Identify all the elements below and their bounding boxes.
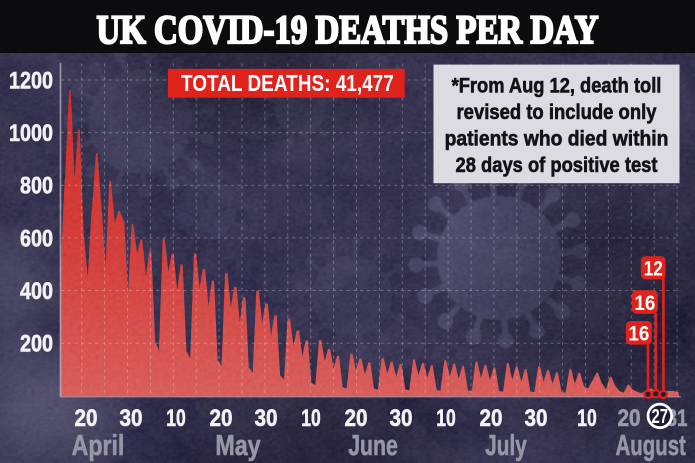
svg-text:UK COVID-19 DEATHS PER DAY: UK COVID-19 DEATHS PER DAY xyxy=(97,7,599,52)
svg-text:patients who died within: patients who died within xyxy=(445,127,669,151)
svg-text:1000: 1000 xyxy=(9,120,53,147)
svg-text:revised to include only: revised to include only xyxy=(457,100,657,124)
svg-text:30: 30 xyxy=(525,405,548,432)
svg-text:May: May xyxy=(215,430,260,462)
svg-text:30: 30 xyxy=(255,405,278,432)
svg-text:20: 20 xyxy=(480,405,503,432)
svg-text:28 days of positive test: 28 days of positive test xyxy=(456,153,658,177)
svg-text:August: August xyxy=(616,430,687,462)
svg-text:20: 20 xyxy=(210,405,233,432)
svg-text:TOTAL DEATHS: 41,477: TOTAL DEATHS: 41,477 xyxy=(181,70,394,96)
svg-text:16: 16 xyxy=(634,292,655,315)
svg-text:20: 20 xyxy=(75,405,98,432)
svg-text:30: 30 xyxy=(120,405,143,432)
svg-text:10: 10 xyxy=(436,405,456,432)
svg-text:10: 10 xyxy=(166,405,186,432)
svg-text:30: 30 xyxy=(390,405,413,432)
svg-text:1200: 1200 xyxy=(9,67,53,94)
svg-text:16: 16 xyxy=(628,323,649,346)
svg-text:20: 20 xyxy=(618,405,641,432)
svg-text:20: 20 xyxy=(345,405,368,432)
svg-text:800: 800 xyxy=(20,173,53,200)
svg-text:April: April xyxy=(72,430,125,462)
svg-text:10: 10 xyxy=(301,405,321,432)
svg-text:27: 27 xyxy=(652,405,669,428)
svg-text:June: June xyxy=(348,430,398,462)
svg-text:12: 12 xyxy=(644,258,663,281)
svg-text:200: 200 xyxy=(20,331,53,358)
svg-text:July: July xyxy=(485,430,527,462)
svg-text:10: 10 xyxy=(577,405,597,432)
svg-text:400: 400 xyxy=(20,278,53,305)
svg-text:600: 600 xyxy=(20,225,53,252)
svg-text:*From Aug 12, death toll: *From Aug 12, death toll xyxy=(452,73,662,97)
